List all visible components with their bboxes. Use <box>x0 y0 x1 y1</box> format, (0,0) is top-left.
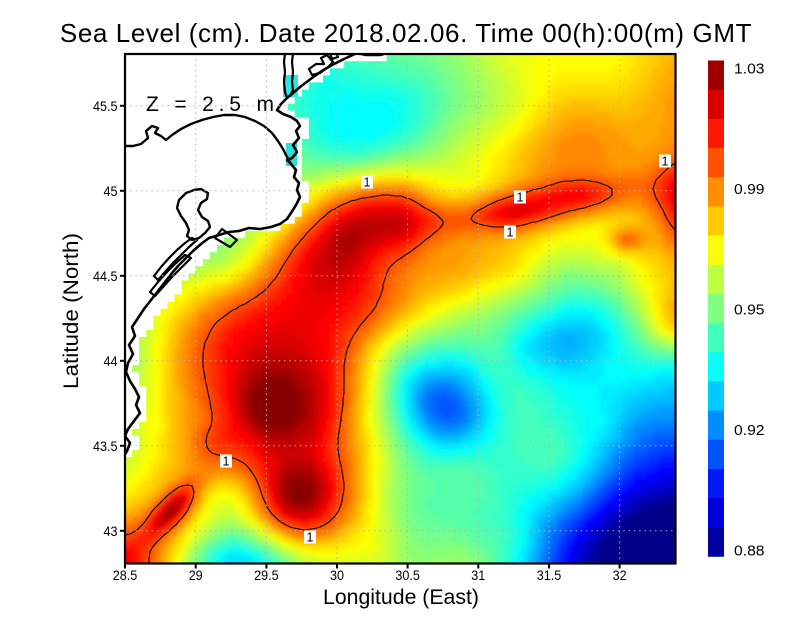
svg-text:30.5: 30.5 <box>395 567 420 583</box>
svg-text:1: 1 <box>662 155 669 169</box>
svg-text:1.03: 1.03 <box>734 62 765 78</box>
svg-text:28.5: 28.5 <box>113 567 138 583</box>
svg-text:1: 1 <box>223 455 230 469</box>
svg-text:Sea Level (cm). Date 2018.02.0: Sea Level (cm). Date 2018.02.06. Time 00… <box>60 18 752 48</box>
svg-text:32: 32 <box>613 567 627 583</box>
svg-text:43: 43 <box>104 523 118 539</box>
svg-text:29.5: 29.5 <box>254 567 279 583</box>
svg-text:29: 29 <box>189 567 203 583</box>
svg-text:1: 1 <box>307 531 314 545</box>
svg-text:31: 31 <box>471 567 485 583</box>
svg-text:1: 1 <box>517 191 524 205</box>
svg-text:1: 1 <box>507 226 514 240</box>
svg-text:45.5: 45.5 <box>93 98 118 114</box>
svg-text:Latitude (North): Latitude (North) <box>60 233 83 389</box>
svg-text:44.5: 44.5 <box>93 268 118 284</box>
svg-text:31.5: 31.5 <box>537 567 562 583</box>
svg-text:0.92: 0.92 <box>734 423 765 439</box>
svg-text:30: 30 <box>330 567 344 583</box>
svg-text:Longitude (East): Longitude (East) <box>323 586 479 609</box>
svg-text:1: 1 <box>364 176 371 190</box>
svg-text:44: 44 <box>104 353 118 369</box>
svg-text:43.5: 43.5 <box>93 438 118 454</box>
svg-text:0.88: 0.88 <box>734 544 765 560</box>
svg-text:0.99: 0.99 <box>734 182 765 198</box>
svg-text:0.95: 0.95 <box>734 303 765 319</box>
svg-text:45: 45 <box>104 183 118 199</box>
